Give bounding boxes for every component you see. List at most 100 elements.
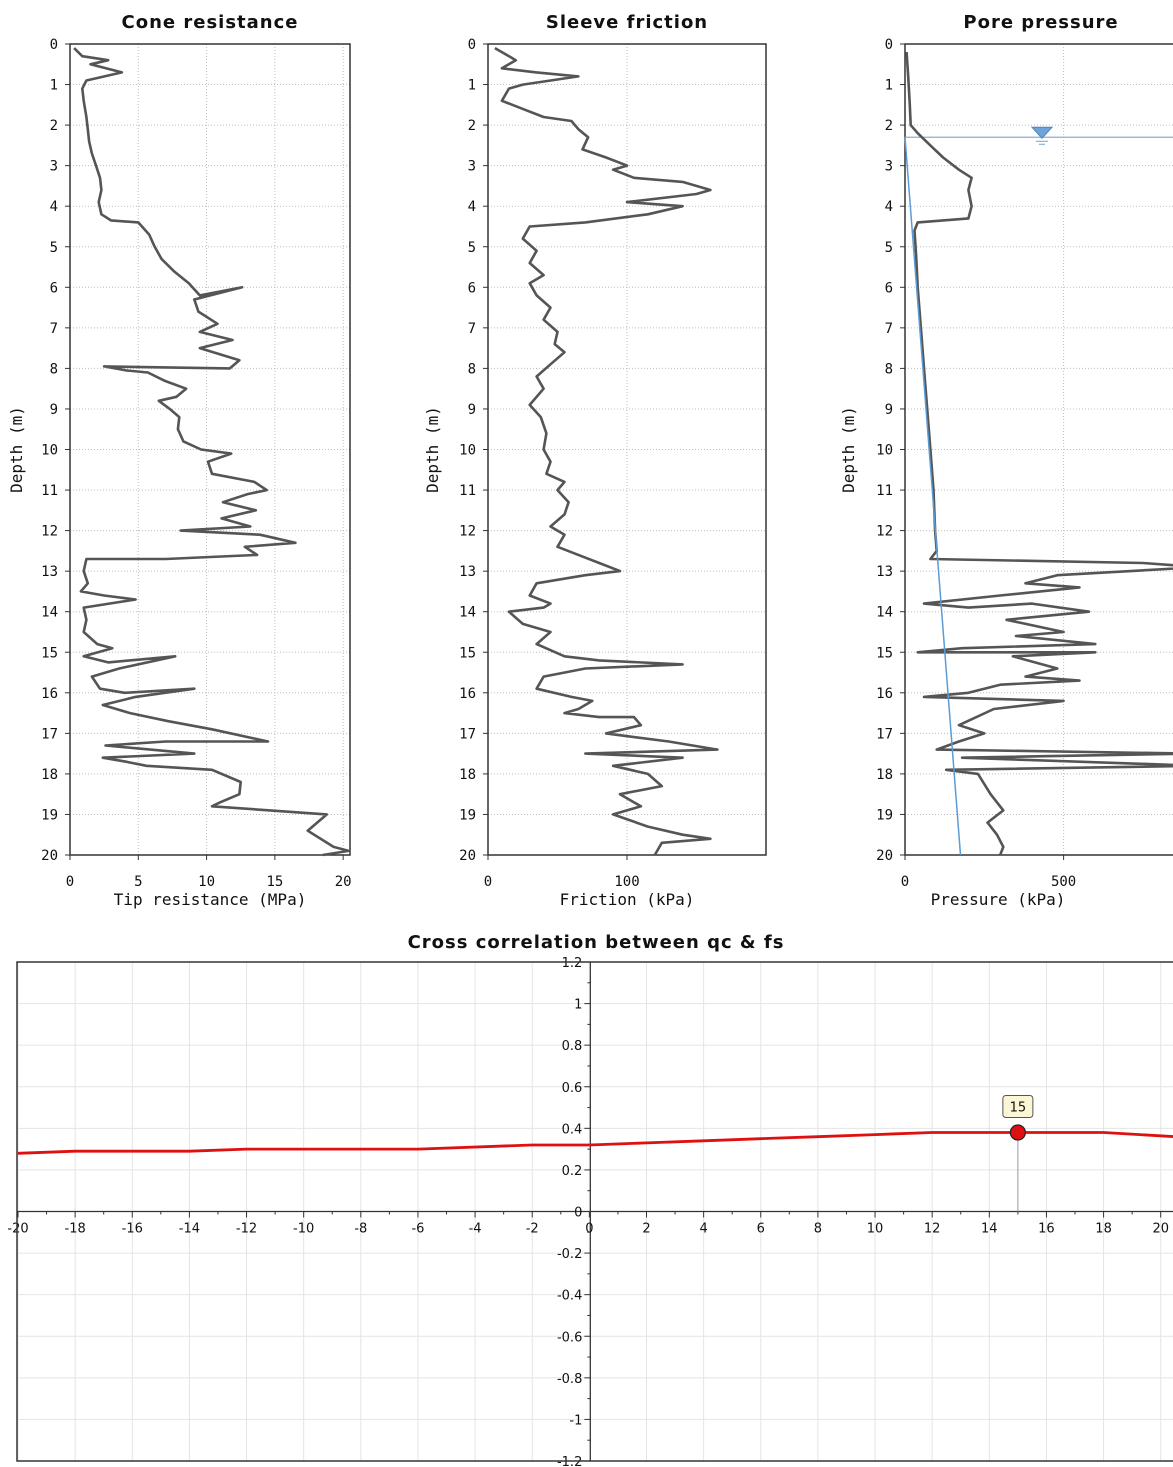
y-tick-label: 4 <box>50 199 58 215</box>
y-tick-label: 17 <box>41 726 58 742</box>
y-tick-label: 6 <box>468 280 476 296</box>
plot-frame <box>904 43 1173 856</box>
y-tick-label: 8 <box>50 361 58 377</box>
y-tick-label: 7 <box>468 321 476 337</box>
x-tick-label: 15 <box>266 874 283 890</box>
y-tick-label: 4 <box>885 199 893 215</box>
y-tick-label: 12 <box>459 524 476 540</box>
y-tick-label: 3 <box>468 159 476 175</box>
y-tick-label: 0.6 <box>562 1081 583 1096</box>
profile-line <box>905 52 1173 856</box>
x-tick-label: -8 <box>354 1222 367 1237</box>
chart-title: Pore pressure <box>963 12 1118 33</box>
y-tick-label: 15 <box>459 645 476 661</box>
y-tick-label: 12 <box>876 524 893 540</box>
plot-frame <box>487 43 767 856</box>
max-marker <box>1009 1124 1026 1141</box>
y-tick-label: 6 <box>885 280 893 296</box>
y-tick-label: 1 <box>574 998 582 1013</box>
y-tick-label: 17 <box>459 726 476 742</box>
chart-title: Cross correlation between qc & fs <box>408 932 785 953</box>
y-tick-label: -0.8 <box>557 1372 582 1387</box>
y-tick-label: 14 <box>41 605 58 621</box>
y-tick-label: -0.2 <box>557 1247 582 1262</box>
y-tick-label: -0.4 <box>557 1289 582 1304</box>
y-tick-label: 11 <box>41 483 58 499</box>
x-tick-label: 6 <box>757 1222 765 1237</box>
y-tick-label: 19 <box>459 807 476 823</box>
y-tick-label: 0 <box>574 1206 582 1221</box>
y-tick-label: 10 <box>876 443 893 459</box>
y-tick-label: 6 <box>50 280 58 296</box>
y-tick-label: 7 <box>885 321 893 337</box>
y-tick-label: 1.2 <box>562 956 583 971</box>
y-tick-label: 18 <box>459 767 476 783</box>
y-tick-label: 0.4 <box>562 1122 583 1137</box>
y-tick-label: 3 <box>50 159 58 175</box>
x-tick-label: -10 <box>293 1222 314 1237</box>
y-tick-label: 0 <box>50 37 58 53</box>
x-tick-label: -16 <box>122 1222 143 1237</box>
y-tick-label: 9 <box>885 402 893 418</box>
x-tick-label: -18 <box>65 1222 86 1237</box>
y-tick-label: 20 <box>41 848 58 864</box>
y-tick-label: 18 <box>876 767 893 783</box>
marker-callout-label: 15 <box>1010 1100 1027 1115</box>
y-tick-label: 0 <box>885 37 893 53</box>
y-tick-label: 15 <box>41 645 58 661</box>
y-tick-label: 20 <box>876 848 893 864</box>
x-tick-label: 4 <box>699 1222 707 1237</box>
x-axis-label: Tip resistance (MPa) <box>114 890 307 909</box>
y-tick-label: 13 <box>41 564 58 580</box>
y-tick-label: 13 <box>459 564 476 580</box>
y-tick-label: 1 <box>50 78 58 94</box>
x-tick-label: 10 <box>867 1222 884 1237</box>
x-tick-label: 100 <box>614 874 639 890</box>
cross-correlation-plot: Cross correlation between qc & fs-20 -18-… <box>7 932 1173 1467</box>
x-tick-label: 0 <box>484 874 492 890</box>
y-tick-label: 7 <box>50 321 58 337</box>
y-tick-label: 10 <box>41 443 58 459</box>
x-tick-label: 500 <box>1051 874 1076 890</box>
y-tick-label: -1 <box>569 1413 582 1428</box>
y-tick-label: 12 <box>41 524 58 540</box>
y-tick-label: 16 <box>459 686 476 702</box>
y-axis-label: Depth (m) <box>839 406 858 493</box>
x-axis-label: Friction (kPa) <box>560 890 695 909</box>
x-tick-label: 10 <box>198 874 215 890</box>
x-tick-label: 8 <box>814 1222 822 1237</box>
y-tick-label: 14 <box>459 605 476 621</box>
x-tick-label: -2 <box>526 1222 539 1237</box>
y-tick-label: 14 <box>876 605 893 621</box>
marker-callout <box>1002 1094 1034 1118</box>
profile-line <box>494 46 719 856</box>
y-axis-label: Depth (m) <box>423 406 442 493</box>
y-tick-label: 2 <box>50 118 58 134</box>
y-tick-label: 8 <box>885 361 893 377</box>
y-tick-label: 19 <box>876 807 893 823</box>
x-tick-label: 0 <box>66 874 74 890</box>
y-tick-label: 20 <box>459 848 476 864</box>
x-tick-label: 16 <box>1038 1222 1055 1237</box>
x-tick-label: 2 <box>642 1222 650 1237</box>
y-tick-label: 0 <box>468 37 476 53</box>
x-tick-label: -6 <box>411 1222 424 1237</box>
y-tick-label: 19 <box>41 807 58 823</box>
water-table-icon <box>1030 126 1054 140</box>
y-tick-label: 9 <box>468 402 476 418</box>
x-tick-label: 0 <box>585 1222 593 1237</box>
x-tick-label: 14 <box>981 1222 998 1237</box>
plot-frame <box>16 961 1173 1462</box>
y-tick-label: 0.2 <box>562 1164 583 1179</box>
x-tick-label: -14 <box>179 1222 200 1237</box>
y-axis-label: Depth (m) <box>7 406 26 493</box>
plot-area <box>905 44 1173 855</box>
y-tick-label: 11 <box>876 483 893 499</box>
chart-title: Cone resistance <box>122 12 299 33</box>
y-tick-label: 3 <box>885 159 893 175</box>
y-tick-label: 18 <box>41 767 58 783</box>
correlation-line <box>17 1131 1173 1155</box>
